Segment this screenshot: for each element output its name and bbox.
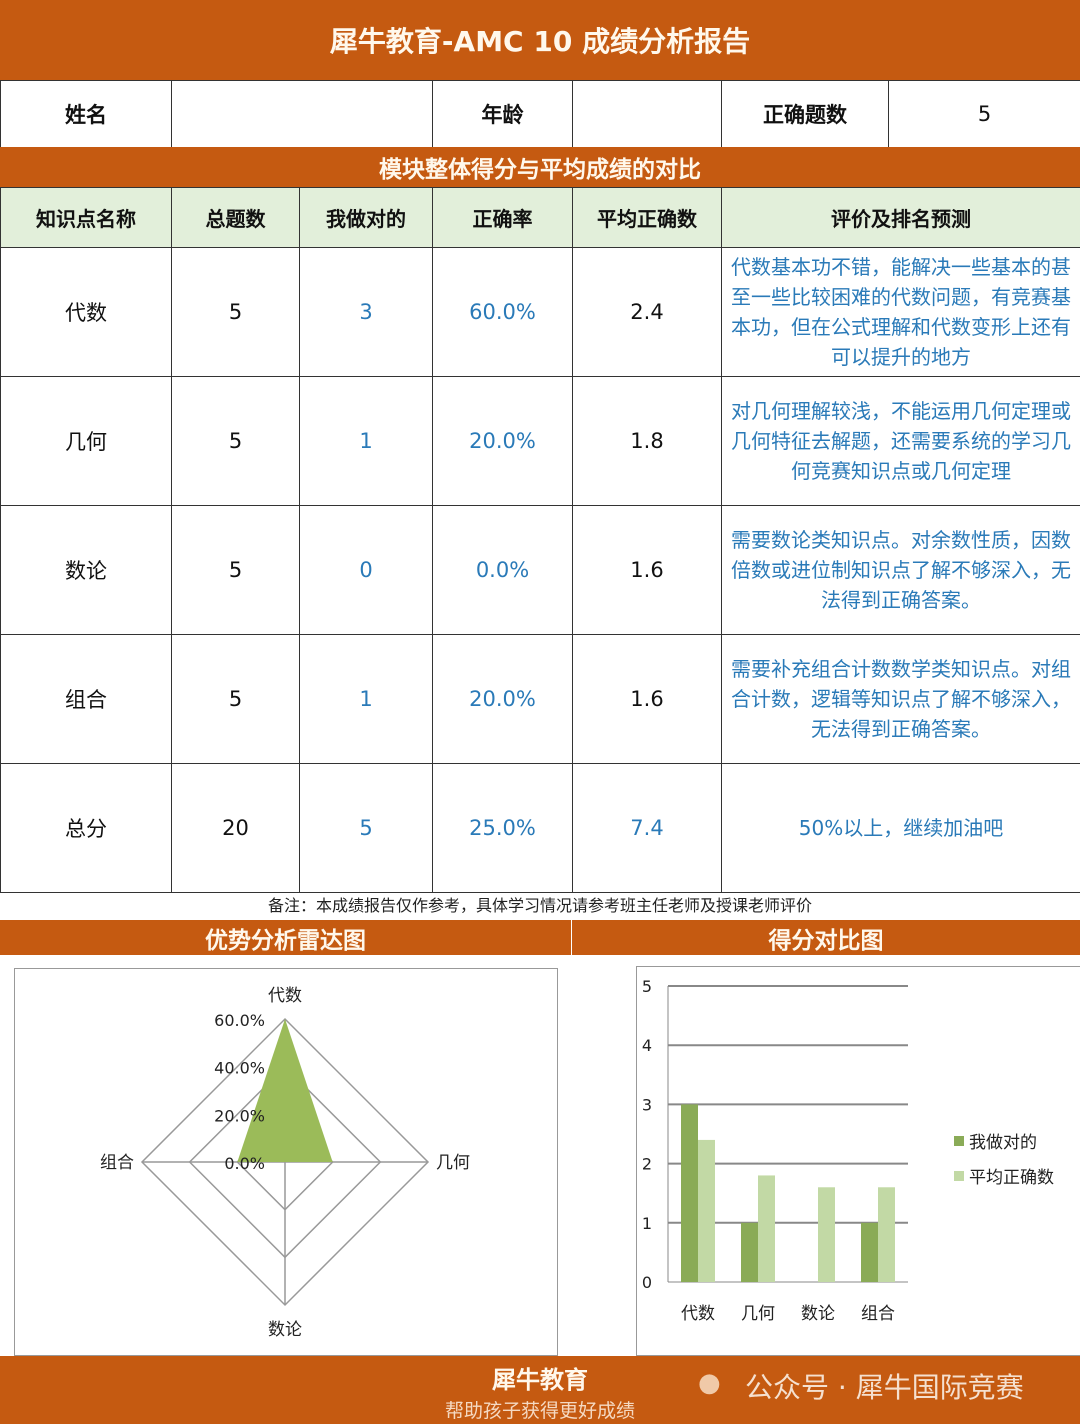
- footer: 犀牛教育 帮助孩子获得更好成绩 ● 公众号 · 犀牛国际竞赛: [0, 1356, 1080, 1424]
- col-header: 平均正确数: [572, 187, 722, 248]
- legend-label: 我做对的: [969, 1133, 1037, 1153]
- radar-tick-label: 40.0%: [214, 1059, 265, 1078]
- table-row: 几何 5 1 20.0% 1.8 对几何理解较浅，不能运用几何定理或几何特征去解题，还需要…: [0, 376, 1080, 506]
- bar-title: 得分对比图: [572, 920, 1080, 955]
- table-row: 代数 5 3 60.0% 2.4 代数基本功不错，能解决一些基本的甚至一些比较困难的代数问…: [0, 247, 1080, 377]
- table-row: 总分 20 5 25.0% 7.4 50%以上，继续加油吧: [0, 763, 1080, 893]
- accuracy: 20.0%: [432, 376, 573, 506]
- col-header: 正确率: [432, 187, 573, 248]
- bar-avg: [818, 1187, 835, 1282]
- col-header: 我做对的: [299, 187, 433, 248]
- total-count: 5: [171, 634, 300, 764]
- col-header: 知识点名称: [0, 187, 172, 248]
- topic-name: 组合: [0, 634, 172, 764]
- total-count: 5: [171, 247, 300, 377]
- bar-mine: [681, 1104, 698, 1282]
- y-tick-label: 5: [642, 977, 652, 996]
- bar-avg: [878, 1187, 895, 1282]
- y-tick-label: 2: [642, 1155, 652, 1174]
- legend-swatch: [954, 1136, 964, 1146]
- total-count: 20: [171, 763, 300, 893]
- info-table: 姓名 年龄 正确题数 5: [0, 80, 1080, 148]
- radar-category-label: 代数: [268, 986, 302, 1006]
- name-value: [171, 80, 433, 148]
- accuracy: 20.0%: [432, 634, 573, 764]
- score-table: 知识点名称 总题数 我做对的 正确率 平均正确数 评价及排名预测 代数 5 3 60.…: [0, 187, 1080, 893]
- my-correct: 1: [299, 634, 433, 764]
- topic-name: 数论: [0, 505, 172, 635]
- my-correct: 5: [299, 763, 433, 893]
- footer-brand: 犀牛教育: [492, 1366, 588, 1394]
- y-tick-label: 3: [642, 1095, 652, 1114]
- accuracy: 60.0%: [432, 247, 573, 377]
- x-category-label: 组合: [861, 1304, 895, 1324]
- footer-wechat: 公众号 · 犀牛国际竞赛: [745, 1371, 1024, 1404]
- correct-value: 5: [888, 80, 1080, 148]
- radar-category-label: 组合: [100, 1153, 134, 1173]
- total-count: 5: [171, 505, 300, 635]
- avg-correct: 1.6: [572, 505, 722, 635]
- radar-tick-label: 60.0%: [214, 1011, 265, 1030]
- bar-avg: [758, 1175, 775, 1282]
- comment: 对几何理解较浅，不能运用几何定理或几何特征去解题，还需要系统的学习几何竞赛知识点…: [721, 376, 1080, 506]
- legend-swatch: [954, 1171, 964, 1181]
- table-row: 数论 5 0 0.0% 1.6 需要数论类知识点。对余数性质，因数倍数或进位制知识点了解不…: [0, 505, 1080, 635]
- name-label: 姓名: [0, 80, 172, 148]
- wechat-icon: ●: [698, 1368, 721, 1398]
- radar-area: [237, 1019, 333, 1162]
- avg-correct: 1.8: [572, 376, 722, 506]
- y-tick-label: 1: [642, 1214, 652, 1233]
- my-correct: 3: [299, 247, 433, 377]
- age-value: [572, 80, 722, 148]
- my-correct: 1: [299, 376, 433, 506]
- note: 备注：本成绩报告仅作参考，具体学习情况请参考班主任老师及授课老师评价: [267, 896, 812, 915]
- age-label: 年龄: [432, 80, 573, 148]
- report-title: 犀牛教育-AMC 10 成绩分析报告: [0, 0, 1080, 80]
- legend-label: 平均正确数: [969, 1168, 1054, 1188]
- comment: 需要数论类知识点。对余数性质，因数倍数或进位制知识点了解不够深入，无法得到正确答…: [721, 505, 1080, 635]
- comment: 50%以上，继续加油吧: [721, 763, 1080, 893]
- col-header: 评价及排名预测: [721, 187, 1080, 248]
- avg-correct: 1.6: [572, 634, 722, 764]
- avg-correct: 2.4: [572, 247, 722, 377]
- radar-title: 优势分析雷达图: [0, 920, 571, 955]
- correct-label: 正确题数: [721, 80, 889, 148]
- x-category-label: 几何: [741, 1304, 775, 1324]
- bar-mine: [741, 1222, 758, 1282]
- topic-name: 代数: [0, 247, 172, 377]
- bar-avg: [698, 1139, 715, 1282]
- avg-correct: 7.4: [572, 763, 722, 893]
- my-correct: 0: [299, 505, 433, 635]
- x-category-label: 代数: [681, 1304, 715, 1324]
- topic-name: 总分: [0, 763, 172, 893]
- total-count: 5: [171, 376, 300, 506]
- comment: 需要补充组合计数数学类知识点。对组合计数，逻辑等知识点了解不够深入，无法得到正确…: [721, 634, 1080, 764]
- topic-name: 几何: [0, 376, 172, 506]
- accuracy: 25.0%: [432, 763, 573, 893]
- table-row: 组合 5 1 20.0% 1.6 需要补充组合计数数学类知识点。对组合计数，逻辑等知识点了…: [0, 634, 1080, 764]
- radar-category-label: 几何: [436, 1153, 470, 1173]
- x-category-label: 数论: [801, 1304, 835, 1324]
- bar-mine: [861, 1222, 878, 1282]
- radar-tick-label: 20.0%: [214, 1106, 265, 1125]
- radar-tick-label: 0.0%: [224, 1154, 265, 1173]
- radar-category-label: 数论: [268, 1320, 302, 1340]
- section-title: 模块整体得分与平均成绩的对比: [0, 147, 1080, 187]
- col-header: 总题数: [171, 187, 300, 248]
- accuracy: 0.0%: [432, 505, 573, 635]
- y-tick-label: 4: [642, 1036, 652, 1055]
- comment: 代数基本功不错，能解决一些基本的甚至一些比较困难的代数问题，有竞赛基本功，但在公…: [721, 247, 1080, 377]
- footer-slogan: 帮助孩子获得更好成绩: [444, 1400, 635, 1422]
- y-tick-label: 0: [642, 1273, 652, 1292]
